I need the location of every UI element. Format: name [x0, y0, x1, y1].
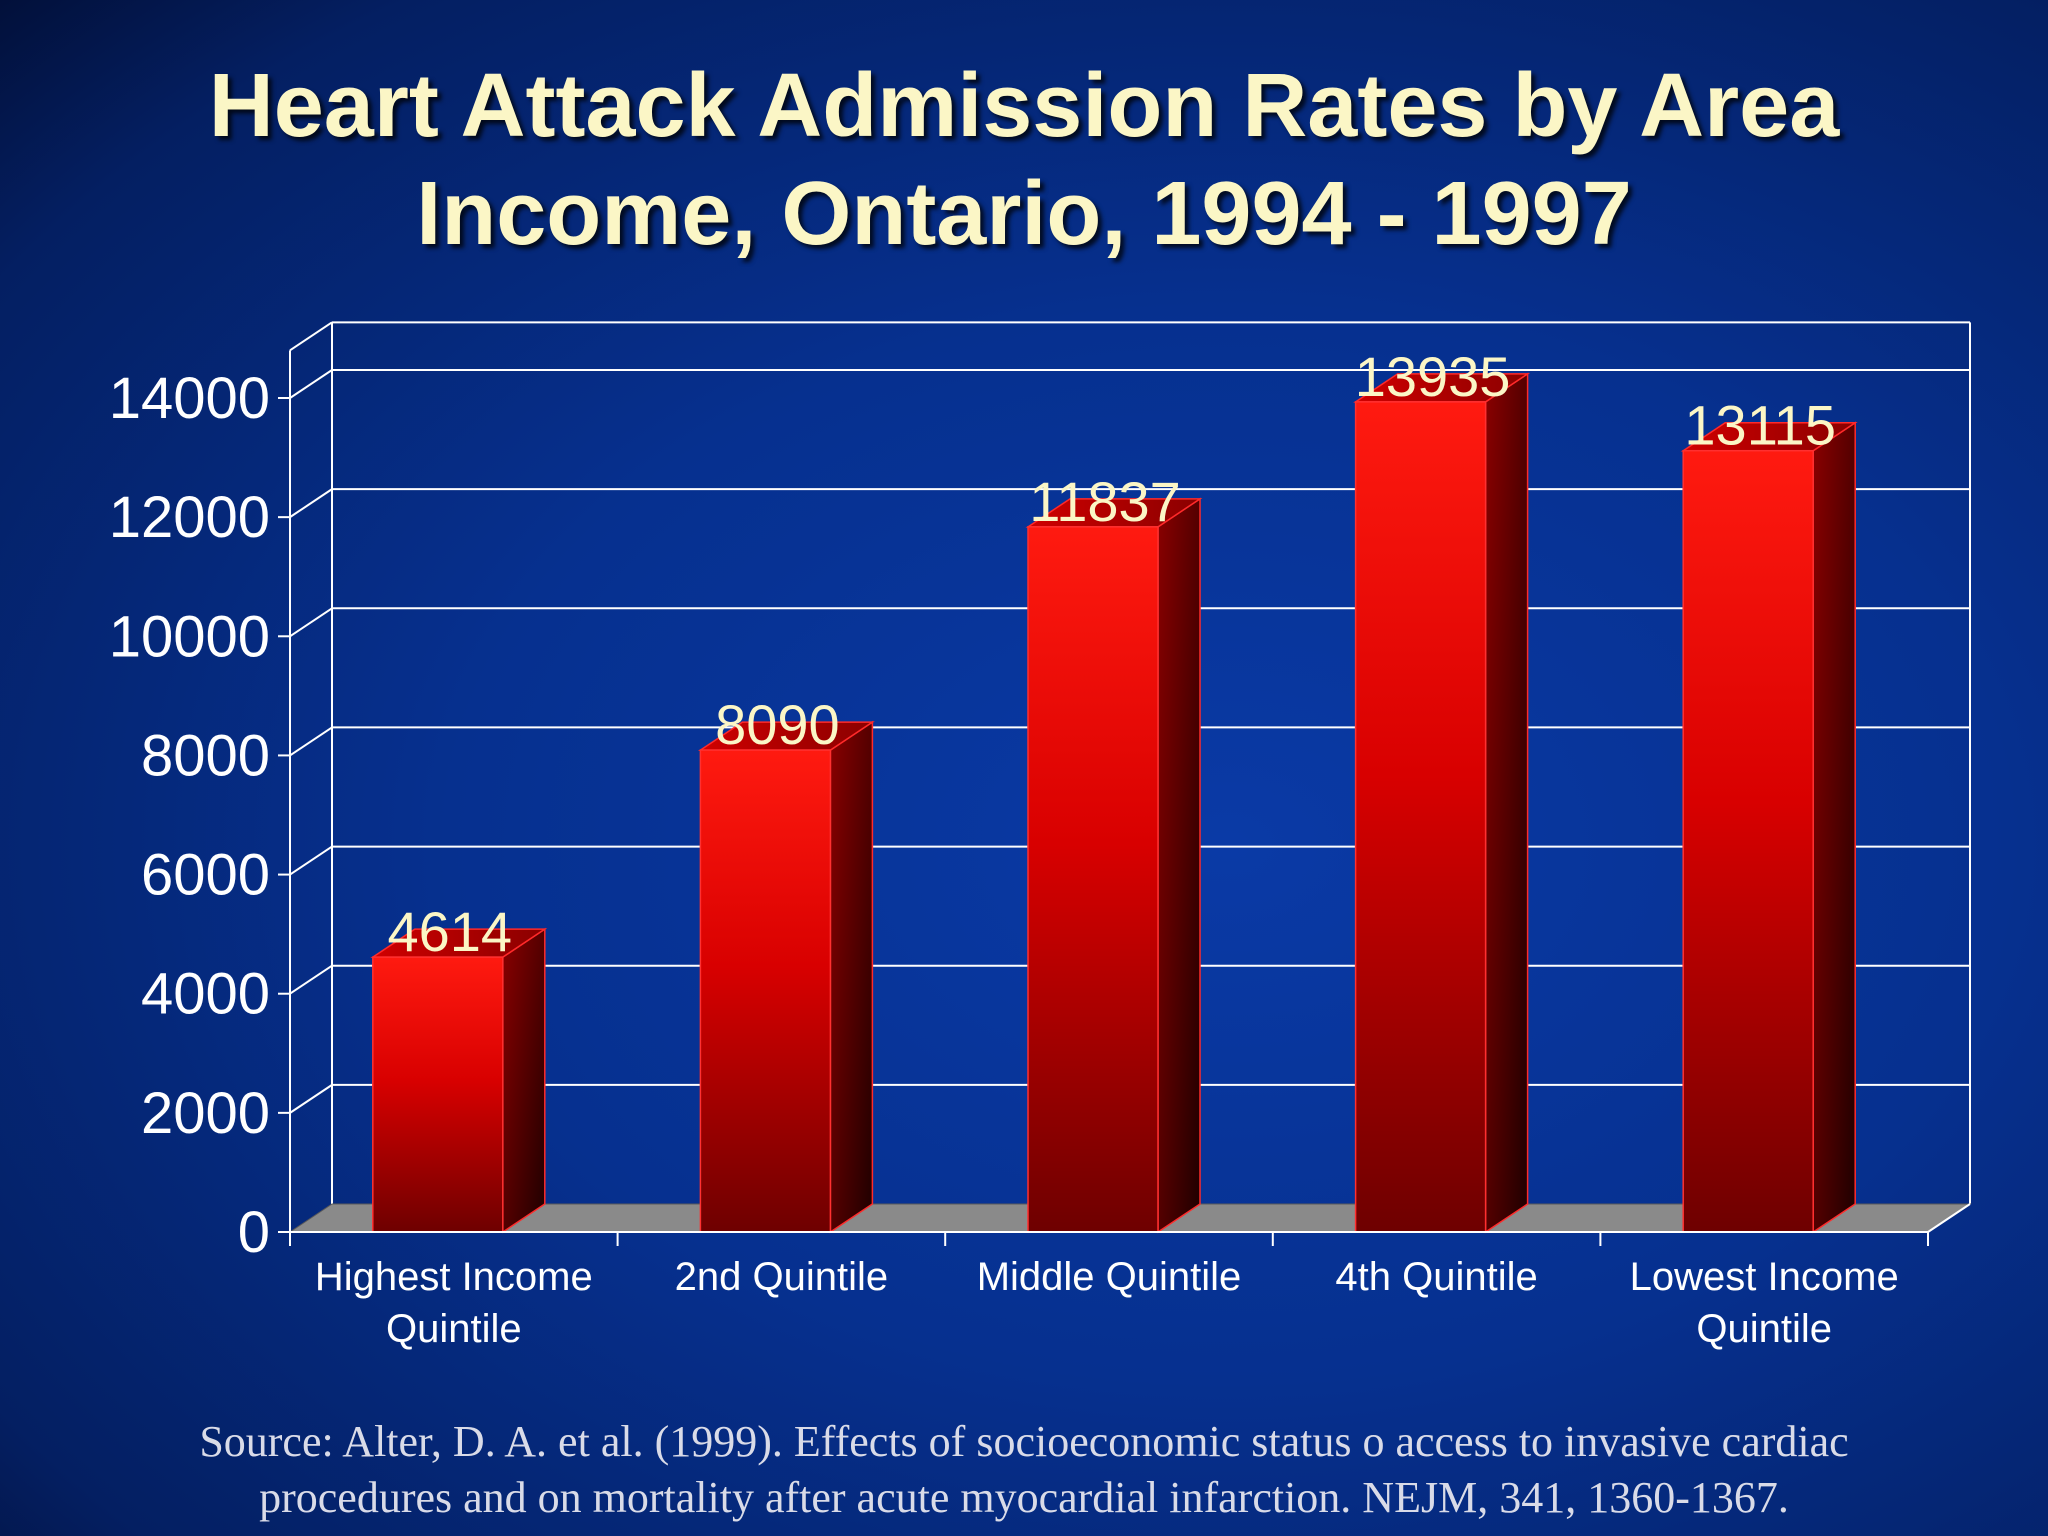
gridline-side: [289, 845, 333, 876]
gridline-side: [289, 726, 333, 757]
x-axis: Highest Income Quintile 2nd Quintile Middle…: [289, 1203, 1971, 1351]
gridline-side: [289, 964, 333, 995]
bar-side: [1157, 497, 1201, 1234]
data-label: 8090: [715, 693, 840, 756]
bar-side: [502, 927, 546, 1234]
y-tick-label: 6000: [141, 843, 270, 908]
y-tick-label: 4000: [141, 962, 270, 1027]
bar-side: [1812, 421, 1856, 1234]
y-axis: 0 2000 4000 6000 8000 10000 12000 14000: [109, 366, 290, 1265]
bar: [1025, 497, 1203, 1234]
source-citation: Source: Alter, D. A. et al. (1999). Effe…: [0, 1414, 2048, 1526]
bar-front: [1354, 401, 1487, 1233]
bar-side: [829, 720, 874, 1234]
bar-front: [1027, 526, 1159, 1233]
y-tick-label: 10000: [109, 604, 270, 669]
y-tick-label: 8000: [141, 723, 270, 788]
x-category-label: Middle Quintile: [977, 1255, 1242, 1299]
y-tick-label: 14000: [109, 366, 270, 431]
gridline-side: [289, 369, 333, 399]
source-line-1: Source: Alter, D. A. et al. (1999). Effe…: [199, 1417, 1849, 1466]
x-category-label: Lowest Income: [1630, 1255, 1899, 1299]
bar-side: [1484, 372, 1529, 1234]
chart-title-line-1: Heart Attack Admission Rates by Area: [208, 56, 1840, 156]
data-label: 11837: [1029, 470, 1181, 533]
bar: [697, 720, 875, 1234]
floor-right-edge: [1927, 1203, 1971, 1233]
y-tick-label: 2000: [141, 1081, 270, 1146]
bar: [370, 927, 548, 1234]
data-label: 4614: [388, 900, 513, 963]
bar-front: [1682, 449, 1814, 1233]
gridline-side: [289, 488, 333, 518]
gridline-side: [289, 1084, 333, 1114]
data-label: 13935: [1355, 345, 1511, 408]
bar: [1353, 372, 1531, 1234]
x-category-label: 4th Quintile: [1335, 1255, 1537, 1299]
source-line-2: procedures and on mortality after acute …: [259, 1473, 1789, 1522]
bars: [370, 372, 1858, 1234]
data-label: 13115: [1684, 394, 1836, 457]
x-category-label: Quintile: [1696, 1307, 1832, 1351]
bar-front: [699, 749, 832, 1233]
y-tick-label: 0: [238, 1200, 270, 1265]
bar: [1680, 421, 1858, 1234]
chart-title-line-2: Income, Ontario, 1994 - 1997: [416, 164, 1632, 264]
side-wall-top-edge: [289, 321, 333, 352]
gridline-side: [289, 607, 333, 638]
x-category-label: Highest Income: [315, 1255, 593, 1299]
x-category-label: Quintile: [386, 1307, 522, 1351]
bar-front: [372, 956, 504, 1233]
chart-title: Heart Attack Admission Rates by Area Inc…: [0, 52, 2048, 268]
y-tick-label: 12000: [109, 485, 270, 550]
x-category-label: 2nd Quintile: [675, 1255, 888, 1299]
data-labels: 4614 8090 11837 13935 13115: [388, 345, 1836, 963]
